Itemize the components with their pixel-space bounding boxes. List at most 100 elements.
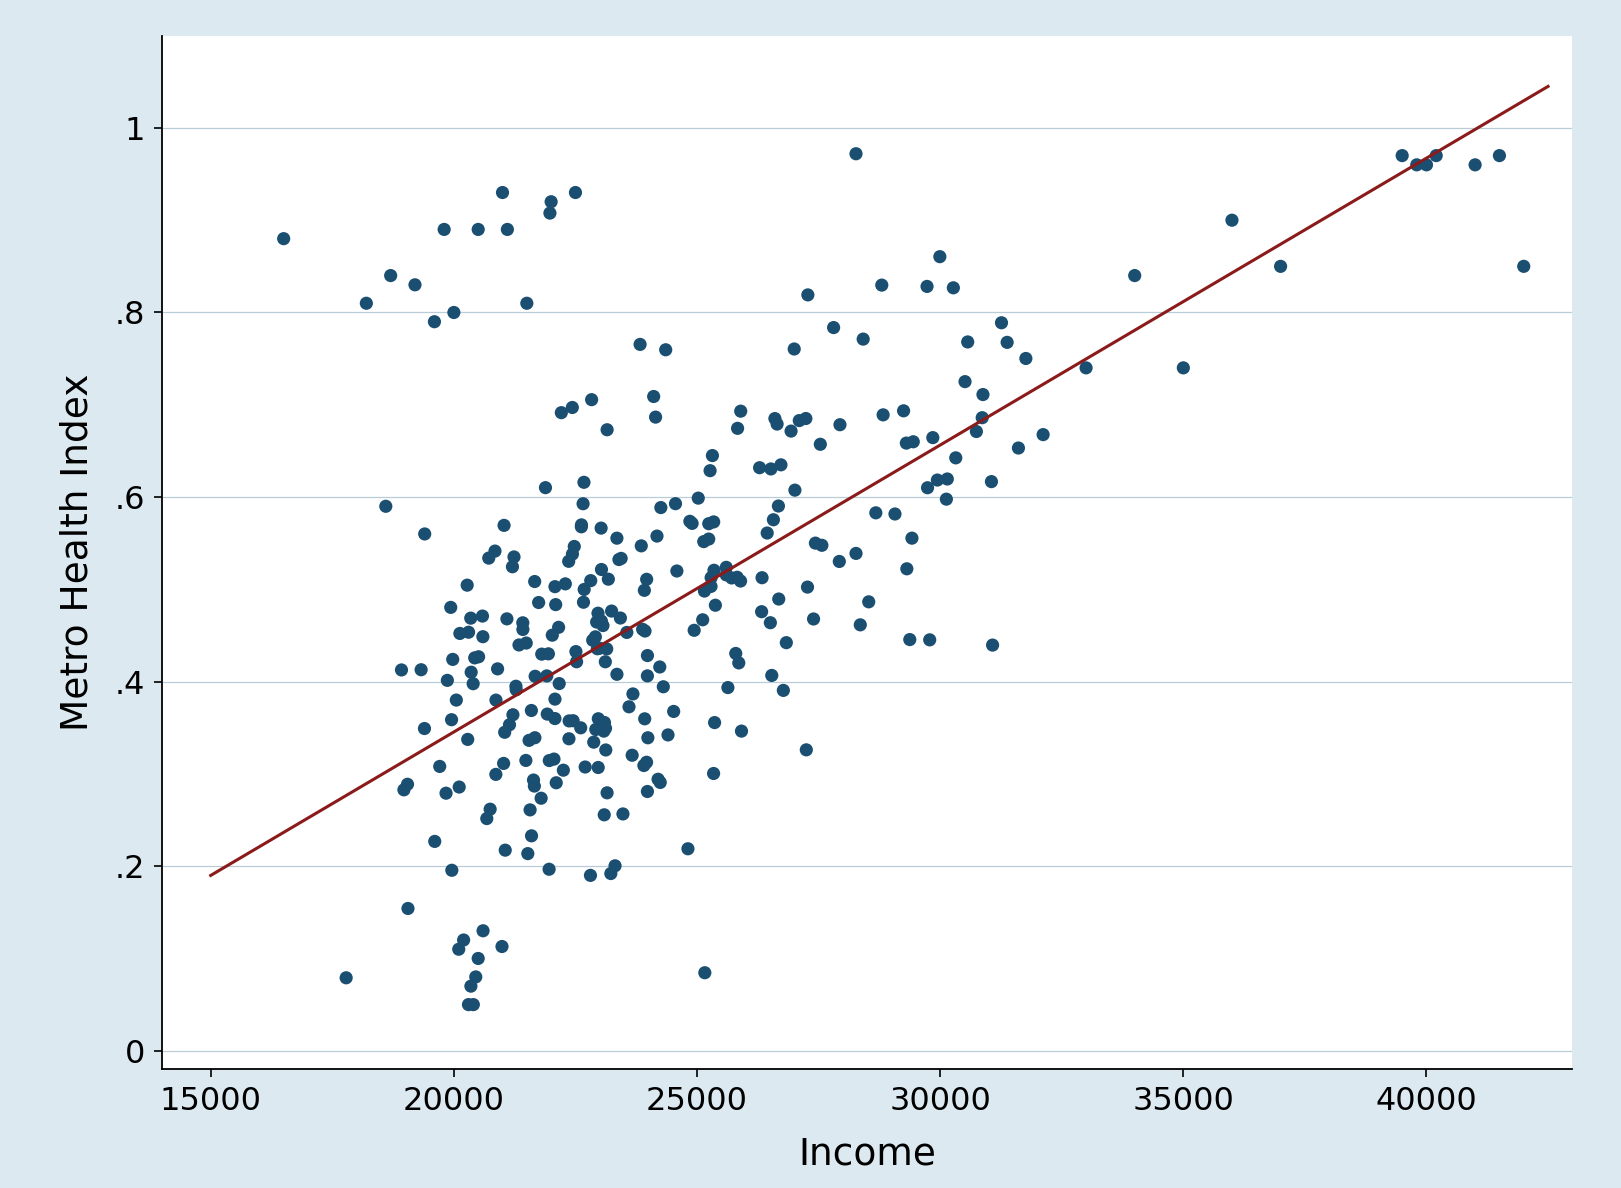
Point (725, 419, 751, 438)
Point (1170, 359, 1196, 378)
Point (434, 671, 460, 690)
Point (695, 514, 721, 533)
Point (585, 604, 611, 623)
Point (541, 709, 567, 728)
Point (1268, 257, 1294, 276)
Point (663, 494, 689, 513)
Point (572, 758, 598, 777)
Point (747, 459, 773, 478)
Point (726, 653, 752, 672)
Point (856, 593, 882, 612)
Point (634, 782, 660, 801)
Point (786, 411, 812, 430)
Point (794, 577, 820, 596)
Point (580, 733, 606, 752)
Point (584, 613, 609, 632)
Point (553, 574, 579, 593)
Point (689, 611, 715, 630)
Point (408, 661, 434, 680)
Point (963, 422, 989, 441)
Point (924, 470, 950, 489)
Point (588, 519, 614, 538)
Point (749, 602, 775, 621)
Point (559, 398, 585, 417)
Point (890, 402, 916, 421)
Point (522, 666, 548, 685)
Point (396, 899, 421, 918)
Point (1486, 146, 1512, 165)
Point (511, 613, 537, 632)
Point (562, 183, 588, 202)
Point (588, 560, 614, 579)
Point (389, 661, 415, 680)
Point (540, 626, 566, 645)
Point (598, 864, 624, 883)
Point (441, 303, 467, 322)
Point (501, 548, 527, 567)
Point (609, 804, 635, 823)
Point (608, 608, 634, 627)
Point (765, 589, 791, 608)
Point (538, 192, 564, 211)
Point (917, 631, 943, 650)
Point (640, 387, 666, 406)
Point (927, 247, 953, 266)
Point (1462, 156, 1488, 175)
Point (537, 203, 562, 222)
Point (632, 621, 658, 640)
Point (454, 576, 480, 595)
Point (665, 562, 691, 581)
Point (893, 434, 919, 453)
Point (456, 729, 481, 748)
Point (728, 571, 754, 590)
Point (402, 276, 428, 295)
Point (582, 627, 608, 646)
Point (757, 613, 783, 632)
Point (773, 633, 799, 652)
Point (515, 731, 541, 750)
Point (700, 512, 726, 531)
Point (556, 551, 582, 570)
Point (394, 775, 420, 794)
Point (849, 329, 875, 348)
Point (353, 293, 379, 312)
Point (645, 770, 671, 789)
Point (695, 530, 721, 549)
Point (648, 498, 674, 517)
Point (584, 720, 609, 739)
Point (1389, 146, 1415, 165)
Point (391, 781, 417, 800)
Point (548, 403, 574, 422)
Point (334, 968, 360, 987)
Point (592, 652, 618, 671)
Point (702, 595, 728, 614)
Point (979, 472, 1005, 491)
Point (456, 623, 481, 642)
Point (593, 740, 619, 759)
Point (373, 497, 399, 516)
Point (439, 650, 465, 669)
Point (644, 526, 669, 545)
Point (562, 642, 588, 661)
Point (718, 568, 744, 587)
Point (809, 536, 835, 555)
Point (593, 719, 619, 738)
Point (715, 678, 741, 697)
Point (723, 644, 749, 663)
Point (699, 577, 725, 596)
Point (378, 266, 404, 285)
Point (762, 409, 788, 428)
Point (1013, 349, 1039, 368)
Point (1122, 266, 1148, 285)
Point (807, 435, 833, 454)
Point (793, 409, 819, 428)
Point (433, 784, 459, 803)
Point (1414, 156, 1439, 175)
Point (629, 536, 655, 555)
Point (426, 757, 452, 776)
Point (451, 930, 477, 949)
Point (447, 624, 473, 643)
Point (632, 581, 658, 600)
Point (462, 649, 488, 668)
Point (595, 570, 621, 589)
